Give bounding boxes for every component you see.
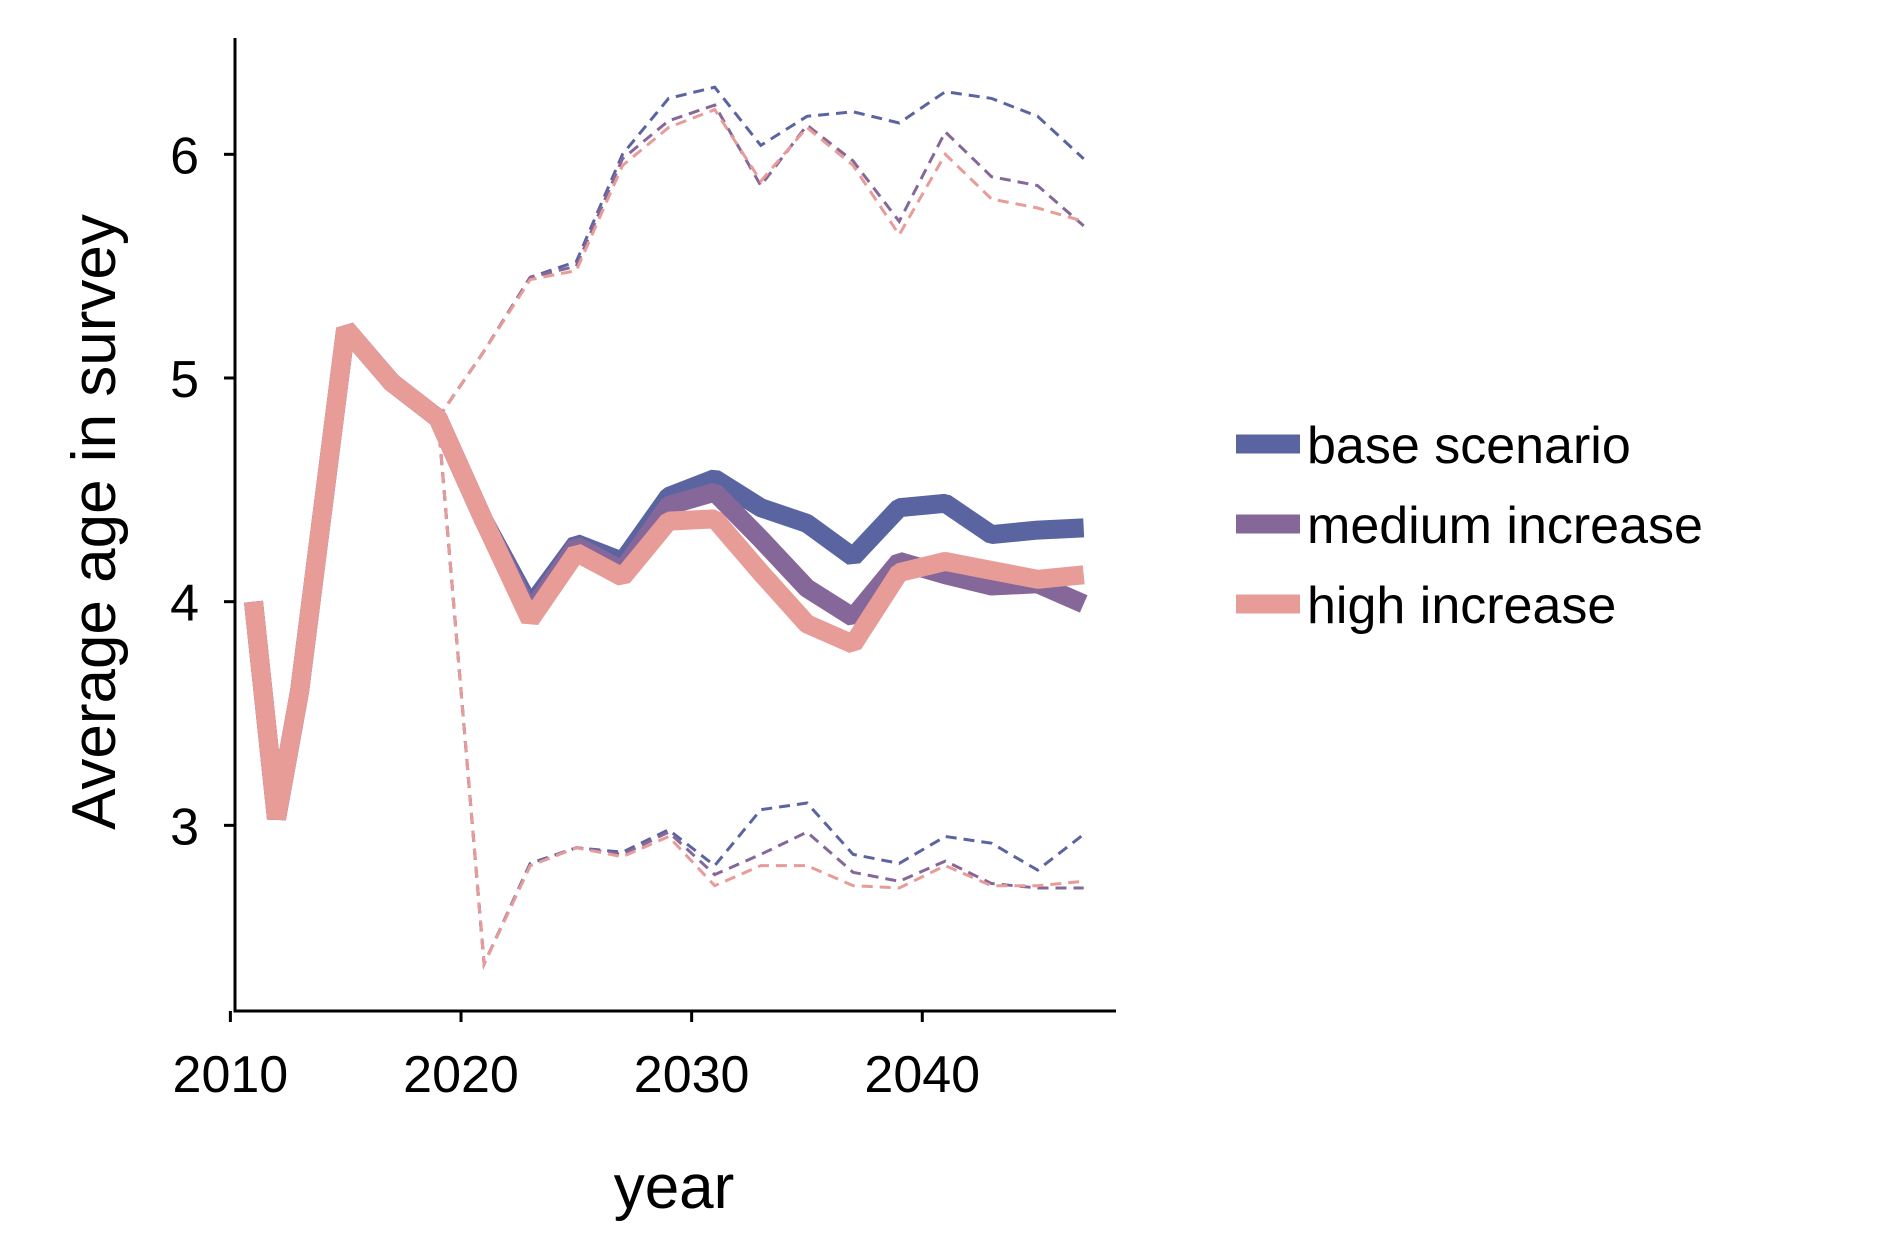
y-tick-label-3: 3 (170, 798, 199, 856)
y-tick-label-6: 6 (170, 127, 199, 185)
x-tick-label-2030: 2030 (634, 1046, 750, 1104)
legend-item-medium-increase: medium increase (1236, 497, 1703, 555)
series-base-scenario-upper-line (436, 85, 1085, 420)
legend-item-base-scenario: base scenario (1236, 417, 1631, 475)
plot-main-lines (244, 322, 1088, 821)
legend-label-high-increase: high increase (1307, 577, 1616, 635)
plot-upper-band-lines (436, 85, 1085, 420)
series-high-increase-upper-line (436, 107, 1085, 420)
x-axis-title: year (614, 1153, 735, 1222)
legend-label-medium-increase: medium increase (1307, 497, 1703, 555)
y-tick-label-5: 5 (170, 351, 199, 409)
series-high-increase-lower-line (436, 418, 1084, 970)
y-axis-title: Average age in survey (60, 214, 129, 830)
x-tick-label-2020: 2020 (403, 1046, 519, 1104)
x-tick-label-2040: 2040 (864, 1046, 980, 1104)
series-high-increase-line (244, 322, 1085, 821)
x-tick-label-2010: 2010 (173, 1046, 289, 1104)
series-medium-increase-upper-line (436, 103, 1085, 420)
y-tick-label-4: 4 (170, 575, 199, 633)
axis-ticks: 2010 2020 2030 2040 3 4 5 6 (170, 127, 980, 1104)
legend-label-base-scenario: base scenario (1307, 417, 1631, 475)
legend: base scenario medium increase high increas… (1236, 417, 1703, 635)
plot-lower-band-lines (436, 418, 1085, 970)
legend-item-high-increase: high increase (1236, 577, 1616, 635)
